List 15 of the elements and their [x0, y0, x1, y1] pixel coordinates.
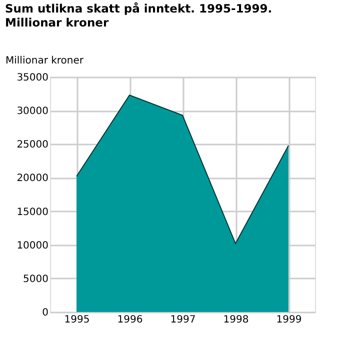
y-tick-label: 30000 — [16, 106, 48, 118]
y-tick-label: 10000 — [16, 240, 48, 252]
y-tick-label: 15000 — [16, 206, 48, 218]
y-tick-label: 0 — [42, 308, 48, 318]
x-tick-label: 1999 — [276, 314, 302, 326]
x-tick-label: 1997 — [170, 314, 196, 326]
x-tick-label: 1996 — [117, 314, 143, 326]
y-tick-label: 35000 — [16, 72, 48, 84]
y-tick-label: 5000 — [23, 274, 48, 285]
y-axis-title: Millionar kroner — [6, 56, 84, 66]
y-tick-label: 25000 — [16, 140, 48, 151]
y-tick-label: 20000 — [16, 173, 48, 184]
x-tick-label: 1998 — [223, 314, 249, 326]
x-tick-label: 1995 — [64, 314, 90, 326]
chart-title: Sum utlikna skatt på inntekt. 1995-1999. Millionar kroner — [5, 2, 272, 30]
